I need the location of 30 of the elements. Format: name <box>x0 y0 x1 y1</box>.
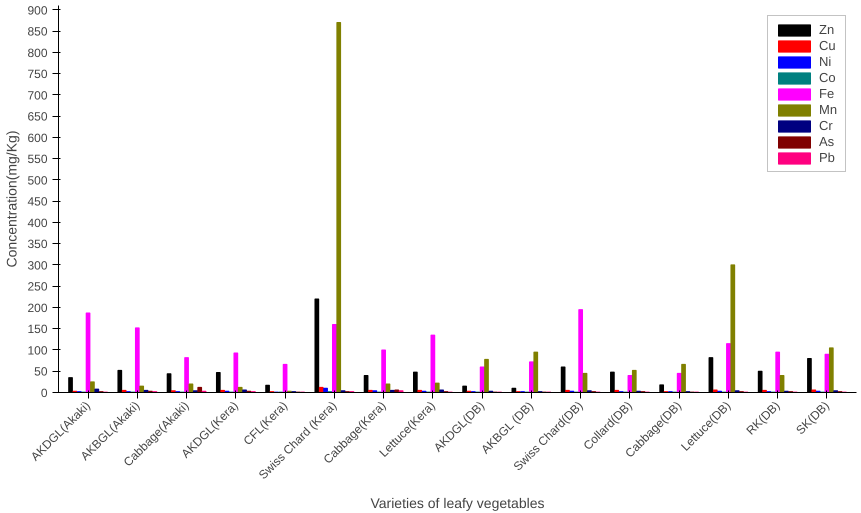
y-tick-label: 800 <box>27 46 48 60</box>
y-tick-label: 300 <box>27 258 48 272</box>
legend-label: Pb <box>819 150 836 165</box>
y-tick-label: 100 <box>27 343 48 358</box>
y-tick-label: 550 <box>27 152 48 166</box>
y-tick-label: 850 <box>27 24 48 39</box>
y-tick-label: 0 <box>40 386 48 400</box>
x-axis-title: Varieties of leafy vegetables <box>370 494 545 511</box>
y-tick-label: 900 <box>27 3 48 18</box>
y-tick-label: 450 <box>27 194 48 209</box>
y-tick-label: 750 <box>27 67 48 82</box>
legend-label: Co <box>819 70 837 85</box>
legend-label: Mn <box>819 102 838 117</box>
y-tick-label: 500 <box>27 173 48 188</box>
y-tick-label: 400 <box>27 216 48 230</box>
y-tick-label: 50 <box>34 364 48 379</box>
y-tick-label: 700 <box>27 88 48 102</box>
legend-label: Zn <box>819 22 836 37</box>
y-tick-label: 600 <box>27 130 48 145</box>
y-tick-label: 150 <box>27 322 48 336</box>
legend-label: Cr <box>819 118 834 133</box>
y-tick-label: 650 <box>27 110 48 124</box>
legend-label: As <box>819 134 836 149</box>
legend-label: Fe <box>819 86 836 101</box>
y-tick-label: 250 <box>27 280 48 294</box>
y-tick-label: 350 <box>27 237 48 252</box>
y-tick-label: 200 <box>27 300 48 315</box>
legend-label: Cu <box>819 38 837 53</box>
y-axis-title: Concentration(mg/Kg) <box>3 130 20 268</box>
legend-label: Ni <box>819 54 832 69</box>
